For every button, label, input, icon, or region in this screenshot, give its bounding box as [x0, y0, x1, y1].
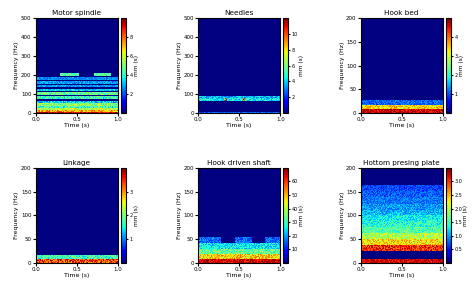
Title: Linkage: Linkage — [63, 160, 91, 166]
Title: Hook bed: Hook bed — [384, 10, 419, 16]
Y-axis label: Frequency (Hz): Frequency (Hz) — [339, 42, 345, 89]
Title: Hook driven shaft: Hook driven shaft — [207, 160, 271, 166]
X-axis label: Time (s): Time (s) — [227, 124, 252, 128]
Y-axis label: mm (s): mm (s) — [134, 55, 139, 76]
Y-axis label: mm (s): mm (s) — [134, 205, 139, 226]
X-axis label: Time (s): Time (s) — [64, 124, 89, 128]
X-axis label: Time (s): Time (s) — [64, 273, 89, 278]
Y-axis label: Frequency (Hz): Frequency (Hz) — [15, 192, 19, 239]
X-axis label: Time (s): Time (s) — [389, 273, 414, 278]
Y-axis label: Frequency (Hz): Frequency (Hz) — [15, 42, 19, 89]
Title: Hottom presing plate: Hottom presing plate — [363, 160, 440, 166]
X-axis label: Time (s): Time (s) — [389, 124, 414, 128]
Y-axis label: mm (s): mm (s) — [464, 205, 468, 226]
Y-axis label: Frequency (Hz): Frequency (Hz) — [177, 192, 182, 239]
Y-axis label: mm (s): mm (s) — [300, 205, 304, 226]
Y-axis label: Frequency (Hz): Frequency (Hz) — [339, 192, 345, 239]
Title: Needles: Needles — [225, 10, 254, 16]
Y-axis label: mm (s): mm (s) — [300, 55, 304, 76]
Y-axis label: mm (s): mm (s) — [459, 55, 464, 76]
X-axis label: Time (s): Time (s) — [227, 273, 252, 278]
Title: Motor spindle: Motor spindle — [52, 10, 101, 16]
Y-axis label: Frequency (Hz): Frequency (Hz) — [177, 42, 182, 89]
